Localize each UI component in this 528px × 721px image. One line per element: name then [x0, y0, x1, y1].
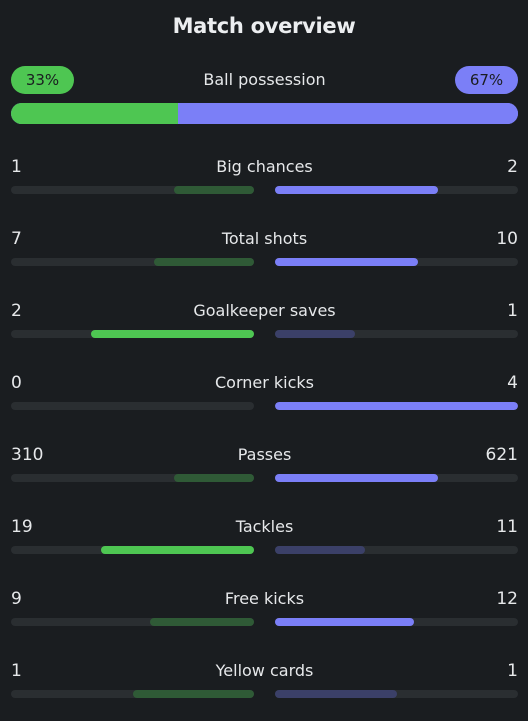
home-bar-fill: [173, 474, 254, 482]
away-bar-fill: [275, 690, 397, 698]
away-value: 11: [496, 517, 518, 537]
stat-label: Goalkeeper saves: [193, 301, 336, 320]
possession-header: 33% Ball possession 67%: [11, 66, 518, 94]
away-bar-fill: [275, 402, 518, 410]
home-bar-fill: [91, 330, 254, 338]
stat-row-big-chances: 1 Big chances 2: [11, 156, 518, 206]
stat-label: Corner kicks: [214, 373, 314, 392]
stat-row-passes: 310 Passes 621: [11, 444, 518, 494]
away-bar-fill: [275, 258, 419, 266]
home-bar-track: [11, 330, 254, 338]
home-value: 7: [11, 229, 22, 249]
home-bar-track: [11, 618, 254, 626]
away-value: 12: [496, 589, 518, 609]
away-bar-track: [275, 258, 518, 266]
away-bar-track: [275, 690, 518, 698]
stat-label: Passes: [237, 445, 292, 464]
home-value: 2: [11, 301, 22, 321]
away-possession-badge: 67%: [455, 66, 518, 94]
home-possession-badge: 33%: [11, 66, 74, 94]
stat-label: Big chances: [216, 157, 313, 176]
away-value: 4: [507, 373, 518, 393]
away-value: 621: [485, 445, 518, 465]
away-possession-fill: [178, 103, 518, 124]
stat-row-free-kicks: 9 Free kicks 12: [11, 588, 518, 638]
away-bar-fill: [275, 186, 438, 194]
home-bar-track: [11, 690, 254, 698]
home-bar-track: [11, 474, 254, 482]
possession-label: Ball possession: [203, 70, 326, 89]
home-bar-fill: [132, 690, 254, 698]
home-value: 0: [11, 373, 22, 393]
away-bar-fill: [275, 618, 414, 626]
away-bar-track: [275, 330, 518, 338]
stat-label: Total shots: [221, 229, 308, 248]
away-value: 1: [507, 661, 518, 681]
away-value: 10: [496, 229, 518, 249]
home-value: 19: [11, 517, 33, 537]
home-bar-track: [11, 186, 254, 194]
home-bar-fill: [149, 618, 254, 626]
away-value: 2: [507, 157, 518, 177]
away-bar-fill: [275, 546, 365, 554]
away-bar-track: [275, 402, 518, 410]
home-bar-track: [11, 258, 254, 266]
home-value: 9: [11, 589, 22, 609]
home-bar-fill: [154, 258, 254, 266]
stat-label: Yellow cards: [215, 661, 314, 680]
stat-label: Tackles: [235, 517, 294, 536]
stat-row-goalkeeper-saves: 2 Goalkeeper saves 1: [11, 300, 518, 350]
possession-bar: [11, 103, 518, 124]
home-bar-track: [11, 546, 254, 554]
stat-row-yellow-cards: 1 Yellow cards 1: [11, 660, 518, 710]
home-bar-fill: [100, 546, 254, 554]
home-possession-fill: [11, 103, 179, 124]
stat-row-tackles: 19 Tackles 11: [11, 516, 518, 566]
stat-label: Free kicks: [224, 589, 305, 608]
away-bar-fill: [275, 330, 356, 338]
away-bar-track: [275, 186, 518, 194]
away-bar-track: [275, 618, 518, 626]
home-value: 1: [11, 157, 22, 177]
away-bar-track: [275, 474, 518, 482]
away-value: 1: [507, 301, 518, 321]
stat-row-total-shots: 7 Total shots 10: [11, 228, 518, 278]
stat-row-corner-kicks: 0 Corner kicks 4: [11, 372, 518, 422]
page-title: Match overview: [172, 14, 356, 38]
home-bar-track: [11, 402, 254, 410]
home-value: 310: [11, 445, 44, 465]
home-value: 1: [11, 661, 22, 681]
away-bar-track: [275, 546, 518, 554]
home-bar-fill: [173, 186, 254, 194]
away-bar-fill: [275, 474, 438, 482]
